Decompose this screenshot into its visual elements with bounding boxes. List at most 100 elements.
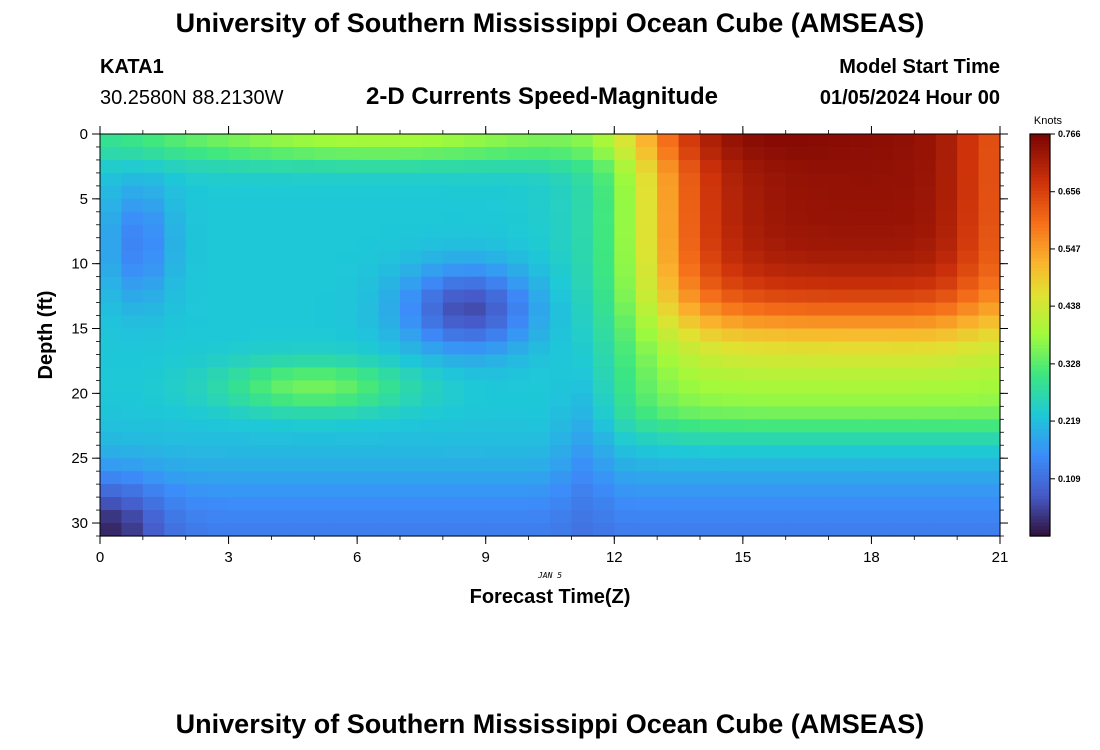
heatmap-cell (742, 432, 765, 446)
heatmap-cell (464, 263, 487, 278)
heatmap-cell (485, 419, 508, 433)
heatmap-cell (807, 134, 830, 148)
heatmap-cell (207, 328, 230, 343)
heatmap-cell (314, 134, 337, 148)
heatmap-cell (614, 224, 637, 239)
heatmap-cell (421, 458, 444, 472)
heatmap-cell (121, 276, 144, 291)
heatmap-cell (378, 458, 401, 472)
heatmap-cell (635, 211, 658, 226)
heatmap-cell (785, 393, 808, 407)
heatmap-cell (957, 354, 980, 369)
heatmap-cell (571, 445, 594, 459)
heatmap-cell (871, 432, 894, 446)
heatmap-cell (100, 185, 123, 200)
heatmap-cell (871, 354, 894, 369)
heatmap-cell (185, 523, 208, 537)
heatmap-cell (828, 354, 851, 369)
heatmap-cell (121, 146, 144, 161)
heatmap-cell (464, 471, 487, 485)
heatmap-cell (292, 393, 315, 407)
heatmap-cell (442, 185, 465, 200)
heatmap-cell (550, 276, 573, 291)
heatmap-cell (400, 185, 423, 200)
heatmap-cell (742, 315, 765, 330)
heatmap-cell (378, 146, 401, 161)
heatmap-cell (914, 159, 937, 174)
heatmap-cell (785, 497, 808, 511)
heatmap-cell (550, 263, 573, 278)
heatmap-cell (485, 237, 508, 252)
heatmap-cell (357, 263, 380, 278)
heatmap-cell (185, 497, 208, 511)
heatmap-cell (657, 224, 680, 239)
heatmap-cell (314, 250, 337, 265)
colorbar-segment (1030, 164, 1050, 169)
heatmap-cell (207, 380, 230, 394)
heatmap-cell (678, 393, 701, 407)
heatmap-cell (271, 341, 294, 356)
x-tick-label: 15 (735, 549, 752, 566)
heatmap-cell (185, 432, 208, 446)
heatmap-cell (592, 289, 615, 304)
colorbar-segment (1030, 495, 1050, 500)
heatmap-cell (228, 380, 251, 394)
heatmap-cell (892, 328, 915, 343)
heatmap-cell (700, 484, 723, 498)
heatmap-cell (978, 510, 1001, 524)
colorbar-segment (1030, 331, 1050, 336)
heatmap-cell (571, 367, 594, 381)
heatmap-cell (442, 445, 465, 459)
heatmap-cell (335, 134, 358, 148)
colorbar-segment (1030, 442, 1050, 447)
heatmap-cell (228, 263, 251, 278)
heatmap-cell (935, 419, 958, 433)
colorbar-segment (1030, 445, 1050, 450)
heatmap-cell (314, 484, 337, 498)
heatmap-cell (207, 263, 230, 278)
heatmap-cell (785, 185, 808, 200)
heatmap-cell (657, 510, 680, 524)
heatmap-cell (978, 134, 1001, 148)
heatmap-cell (892, 315, 915, 330)
heatmap-cell (507, 419, 530, 433)
heatmap-cell (228, 419, 251, 433)
heatmap-cell (892, 471, 915, 485)
colorbar-segment (1030, 505, 1050, 510)
heatmap-cell (400, 315, 423, 330)
heatmap-cell (421, 302, 444, 317)
heatmap-cell (528, 523, 551, 537)
colorbar-frame (1029, 133, 1051, 537)
heatmap-cell (228, 276, 251, 291)
heatmap-cell (335, 445, 358, 459)
heatmap-cell (378, 523, 401, 537)
heatmap-cell (957, 458, 980, 472)
heatmap-cell (592, 380, 615, 394)
y-axis-label: Depth (ft) (35, 291, 57, 380)
heatmap-cell (314, 224, 337, 239)
heatmap-cell (357, 406, 380, 420)
heatmap-cell (700, 172, 723, 187)
heatmap-cell (785, 445, 808, 459)
heatmap-cell (292, 224, 315, 239)
heatmap-cell (507, 263, 530, 278)
heatmap-cell (785, 211, 808, 226)
heatmap-cell (121, 250, 144, 265)
heatmap-cell (142, 419, 165, 433)
heatmap-cell (785, 224, 808, 239)
heatmap-cell (957, 276, 980, 291)
heatmap-cell (507, 237, 530, 252)
heatmap-cell (400, 484, 423, 498)
heatmap-cell (528, 172, 551, 187)
heatmap-cell (121, 341, 144, 356)
chart-subtitle: 2-D Currents Speed-Magnitude (366, 83, 719, 110)
heatmap-cell (292, 445, 315, 459)
heatmap-cell (400, 393, 423, 407)
heatmap-cell (314, 302, 337, 317)
heatmap-cell (550, 458, 573, 472)
heatmap-cell (292, 432, 315, 446)
heatmap-cell (721, 458, 744, 472)
heatmap-cell (250, 276, 273, 291)
heatmap-cell (850, 289, 873, 304)
heatmap-cell (742, 263, 765, 278)
